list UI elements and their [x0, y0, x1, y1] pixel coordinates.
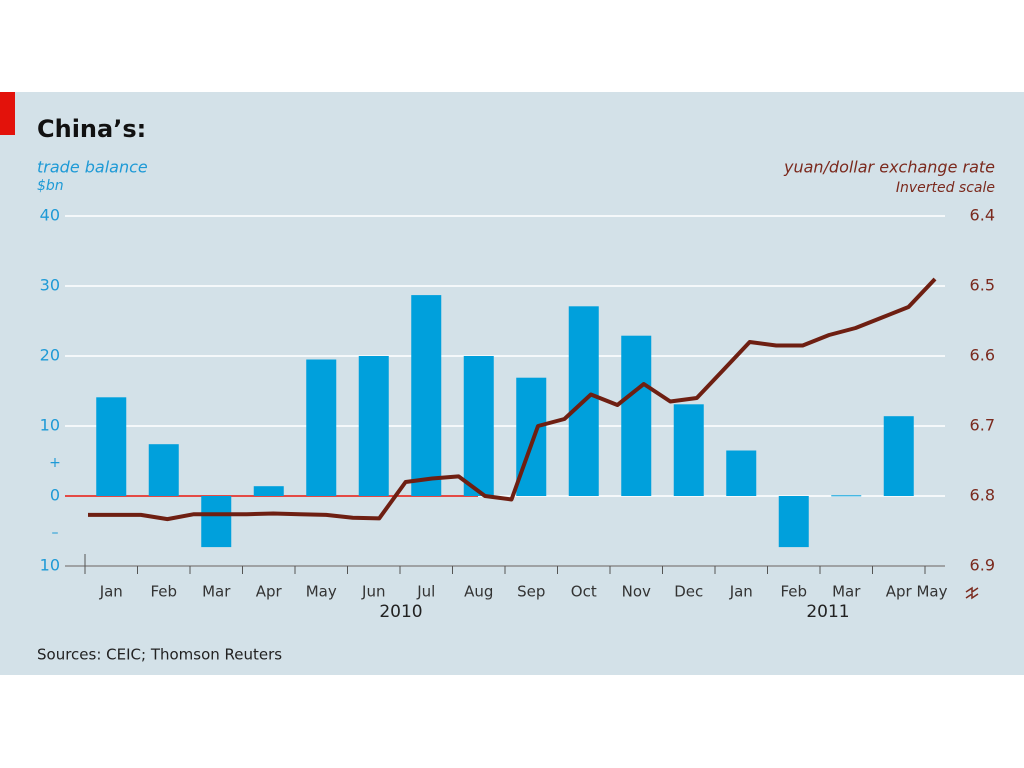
y-axis-label: trade balance: [37, 158, 148, 177]
x-tick-label: Apr: [256, 583, 283, 601]
y2-axis-note: Inverted scale: [896, 180, 995, 196]
y-axis-unit: $bn: [37, 178, 64, 194]
y-tick-label: 30: [40, 276, 60, 295]
bar: [148, 444, 179, 496]
bar: [201, 496, 232, 548]
bar: [621, 335, 652, 496]
x-tick-label: Jul: [416, 583, 435, 601]
negative-sign: –: [52, 525, 59, 541]
x-tick-label: Feb: [150, 583, 177, 601]
line: [88, 277, 937, 522]
bar: [883, 416, 914, 496]
x-tick-label: Nov: [622, 583, 651, 601]
x-tick-label: May: [916, 583, 947, 601]
x-tick-label: Mar: [202, 583, 231, 601]
y2-tick-label: 6.8: [970, 486, 995, 505]
x-tick-label: Apr: [886, 583, 913, 601]
y2-tick-label: 6.7: [970, 416, 995, 435]
bar: [726, 450, 757, 496]
year-label: 2011: [806, 602, 849, 622]
y2-tick-label: 6.6: [970, 346, 995, 365]
x-tick-label: Dec: [674, 583, 703, 601]
bar: [253, 486, 284, 496]
y-tick-label: 20: [40, 346, 60, 365]
y-tick-label: 10: [40, 556, 60, 575]
x-tick-label: Aug: [464, 583, 493, 601]
bar: [96, 397, 127, 496]
x-tick-label: Sep: [517, 583, 545, 601]
bar: [463, 356, 494, 496]
x-tick-label: Feb: [780, 583, 807, 601]
source: Sources: CEIC; Thomson Reuters: [37, 646, 282, 664]
y-tick-label: 40: [40, 206, 60, 225]
x-tick-label: Oct: [571, 583, 597, 601]
x-tick-label: Mar: [832, 583, 861, 601]
bar: [411, 295, 442, 496]
y2-tick-label: 6.9: [970, 556, 995, 575]
bar: [306, 359, 337, 496]
x-tick-label: Jun: [361, 583, 385, 601]
y2-axis-label: yuan/dollar exchange rate: [783, 158, 995, 177]
bar: [778, 496, 809, 548]
chart-title: China’s:: [37, 115, 146, 143]
positive-sign: +: [49, 455, 61, 471]
bar: [831, 495, 862, 497]
y-tick-label: 10: [40, 416, 60, 435]
axis-break: [965, 586, 979, 600]
year-label: 2010: [379, 602, 422, 622]
bar: [673, 404, 704, 496]
chart-background: [0, 92, 1024, 675]
y2-tick-label: 6.5: [970, 276, 995, 295]
x-tick-label: May: [306, 583, 337, 601]
y-tick-label: 0: [50, 486, 60, 505]
bar: [358, 356, 389, 496]
y2-tick-label: 6.4: [970, 206, 995, 225]
x-tick-label: Jan: [99, 583, 123, 601]
red-tag: [0, 92, 15, 135]
x-tick-label: Jan: [729, 583, 753, 601]
